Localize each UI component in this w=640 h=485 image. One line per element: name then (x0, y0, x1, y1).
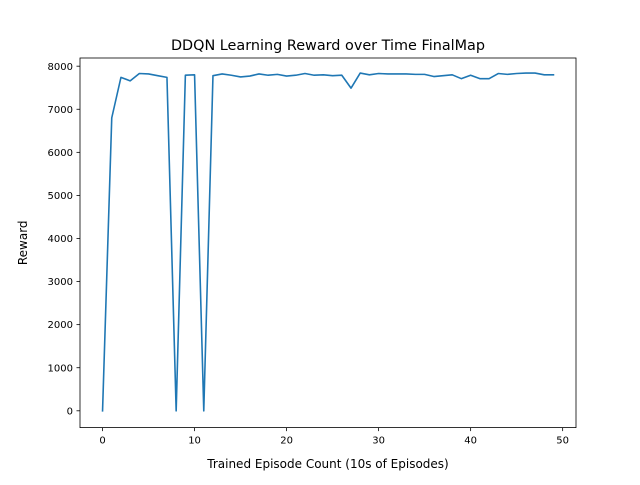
series-line-0 (101, 72, 555, 412)
x-tick-label: 30 (372, 436, 385, 447)
y-tick-label: 5000 (48, 191, 73, 202)
y-tick-label: 0 (67, 406, 73, 417)
y-tick-label: 4000 (48, 234, 73, 245)
x-tick-label: 10 (188, 436, 201, 447)
chart-title: DDQN Learning Reward over Time FinalMap (171, 38, 485, 54)
x-tick-label: 0 (99, 436, 105, 447)
y-axis-label: Reward (16, 220, 30, 265)
x-axis-label: Trained Episode Count (10s of Episodes) (206, 457, 448, 471)
plot-frame (79, 57, 577, 429)
y-tick-label: 6000 (48, 148, 73, 159)
y-tick-label: 8000 (48, 62, 73, 73)
x-tick-label: 40 (464, 436, 477, 447)
y-tick-label: 3000 (48, 277, 73, 288)
x-tick-label: 20 (280, 436, 293, 447)
y-tick-label: 7000 (48, 105, 73, 116)
x-tick-label: 50 (556, 436, 569, 447)
y-tick-label: 2000 (48, 320, 73, 331)
y-tick-label: 1000 (48, 363, 73, 374)
